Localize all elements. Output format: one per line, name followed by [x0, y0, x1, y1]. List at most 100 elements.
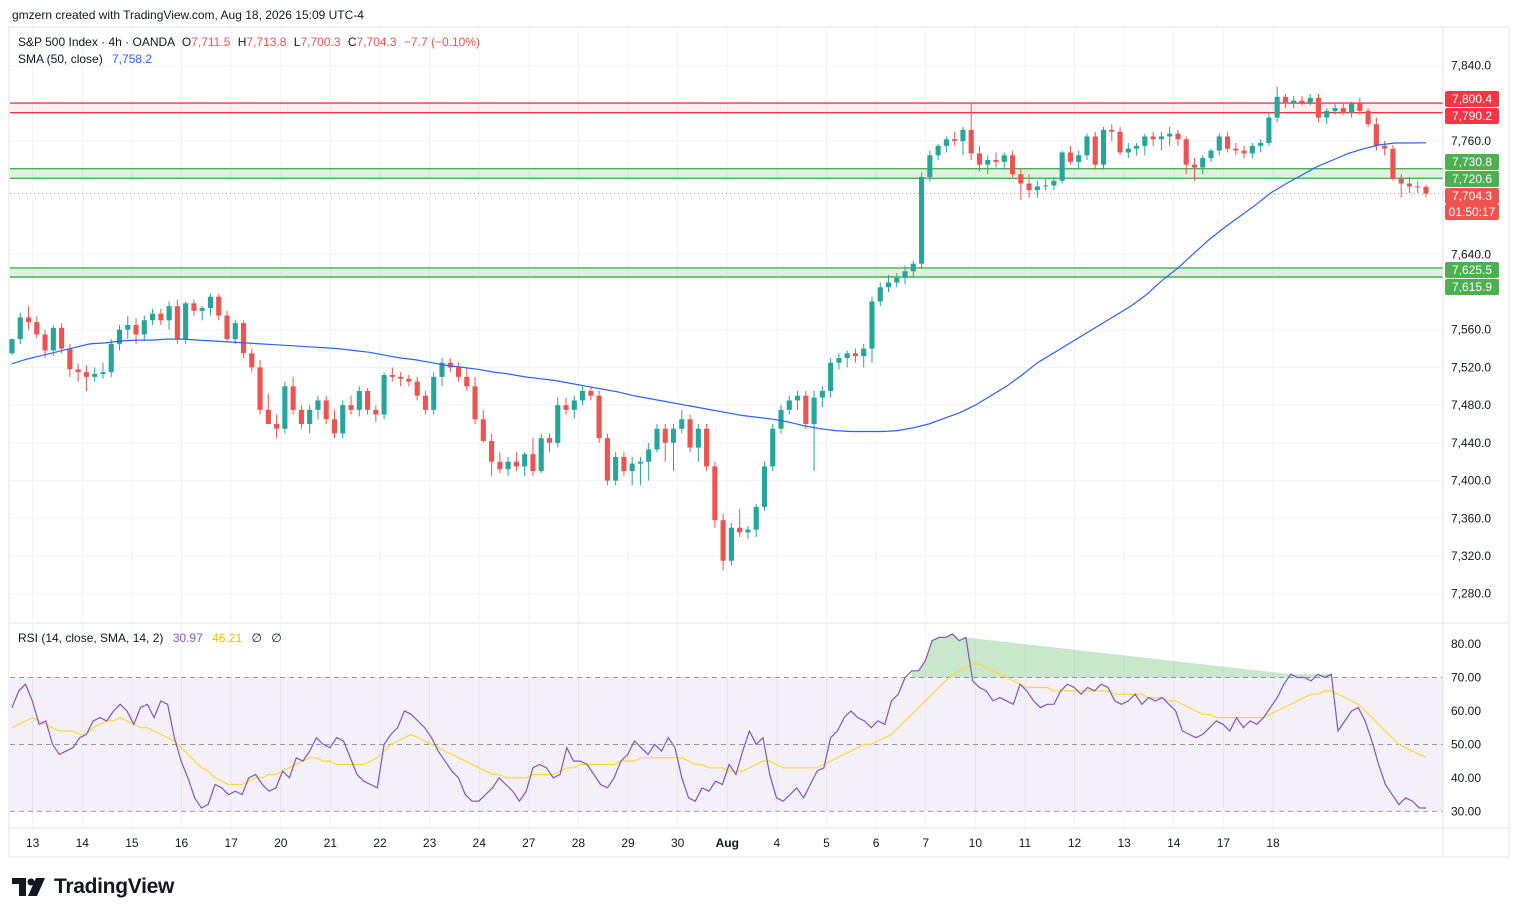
candle[interactable] [83, 365, 89, 391]
candle[interactable] [150, 308, 156, 325]
candle[interactable] [1200, 155, 1206, 175]
candle[interactable] [158, 308, 164, 325]
candle[interactable] [464, 367, 470, 391]
candle[interactable] [1382, 141, 1388, 156]
candle[interactable] [315, 395, 321, 420]
candle[interactable] [1051, 176, 1057, 191]
candle[interactable] [563, 397, 569, 415]
candle[interactable] [265, 393, 271, 424]
candle[interactable] [108, 339, 114, 377]
candle[interactable] [728, 523, 734, 566]
candle[interactable] [803, 391, 809, 429]
candle[interactable] [42, 329, 48, 358]
candle[interactable] [952, 131, 958, 146]
candle[interactable] [720, 513, 726, 571]
candle[interactable] [571, 395, 577, 419]
candle[interactable] [745, 525, 751, 540]
rsi-line[interactable] [11, 633, 1427, 809]
candle[interactable] [207, 293, 214, 316]
candle[interactable] [555, 397, 561, 448]
rsi-lines[interactable] [11, 633, 1427, 809]
candle[interactable] [1034, 180, 1040, 198]
candle[interactable] [943, 136, 949, 153]
candle[interactable] [1067, 145, 1073, 165]
candle[interactable] [1117, 127, 1123, 156]
candle[interactable] [811, 391, 817, 472]
candle[interactable] [1018, 169, 1024, 200]
candle[interactable] [191, 299, 197, 316]
candle[interactable] [513, 452, 519, 472]
candle[interactable] [1142, 133, 1148, 156]
candle[interactable] [240, 320, 247, 358]
candle[interactable] [373, 405, 379, 423]
candle[interactable] [1423, 184, 1429, 198]
candle[interactable] [968, 103, 974, 160]
candle[interactable] [183, 301, 189, 344]
candle[interactable] [1415, 180, 1421, 193]
candle[interactable] [398, 372, 404, 387]
candle[interactable] [174, 299, 180, 344]
candle[interactable] [1009, 150, 1016, 177]
candle[interactable] [1315, 94, 1322, 123]
candle[interactable] [389, 367, 395, 382]
candle[interactable] [935, 143, 941, 160]
candle[interactable] [530, 438, 536, 476]
candle[interactable] [1299, 95, 1305, 106]
candle[interactable] [1134, 143, 1140, 156]
candle[interactable] [737, 508, 743, 538]
candle[interactable] [1241, 145, 1247, 159]
candle[interactable] [331, 409, 338, 439]
candle[interactable] [1365, 108, 1371, 127]
candle[interactable] [1233, 143, 1239, 156]
candle[interactable] [1258, 139, 1264, 153]
candle[interactable] [282, 381, 288, 434]
candle[interactable] [885, 275, 892, 292]
candle[interactable] [9, 339, 15, 356]
candle[interactable] [1100, 127, 1107, 170]
candle[interactable] [679, 409, 685, 434]
candle[interactable] [1216, 133, 1222, 156]
candle[interactable] [116, 325, 123, 351]
candle[interactable] [216, 293, 222, 321]
candle[interactable] [365, 388, 371, 415]
candle[interactable] [1043, 178, 1049, 191]
candle[interactable] [927, 150, 933, 182]
candle[interactable] [985, 155, 991, 175]
candle[interactable] [50, 325, 56, 357]
candle[interactable] [712, 461, 718, 528]
candle[interactable] [249, 348, 255, 373]
candle[interactable] [1175, 129, 1181, 146]
candle[interactable] [1109, 124, 1115, 142]
candle[interactable] [199, 306, 205, 321]
candle[interactable] [497, 452, 503, 474]
candle[interactable] [348, 395, 354, 415]
candle[interactable] [869, 296, 875, 363]
candle[interactable] [588, 386, 594, 401]
candle[interactable] [1406, 176, 1413, 193]
candle[interactable] [17, 312, 23, 344]
candle[interactable] [1167, 127, 1173, 146]
candle[interactable] [298, 405, 304, 429]
candle[interactable] [274, 414, 280, 439]
candle[interactable] [381, 372, 387, 420]
sma-line[interactable] [11, 142, 1427, 433]
candle[interactable] [695, 424, 701, 462]
candle[interactable] [1183, 136, 1189, 175]
candle[interactable] [125, 315, 131, 340]
candle[interactable] [761, 461, 768, 511]
candle[interactable] [794, 391, 801, 410]
candle[interactable] [1324, 108, 1330, 125]
candle[interactable] [1307, 94, 1313, 106]
candle[interactable] [629, 457, 635, 486]
sma-50-line[interactable] [11, 142, 1427, 433]
candle[interactable] [307, 405, 313, 434]
candle[interactable] [836, 353, 842, 370]
candle[interactable] [1249, 143, 1255, 159]
candle[interactable] [1224, 131, 1231, 153]
candle[interactable] [1001, 152, 1007, 170]
candle[interactable] [646, 442, 652, 481]
candle[interactable] [356, 386, 362, 417]
candle[interactable] [670, 424, 677, 472]
candle[interactable] [141, 315, 147, 342]
candle[interactable] [993, 152, 999, 168]
